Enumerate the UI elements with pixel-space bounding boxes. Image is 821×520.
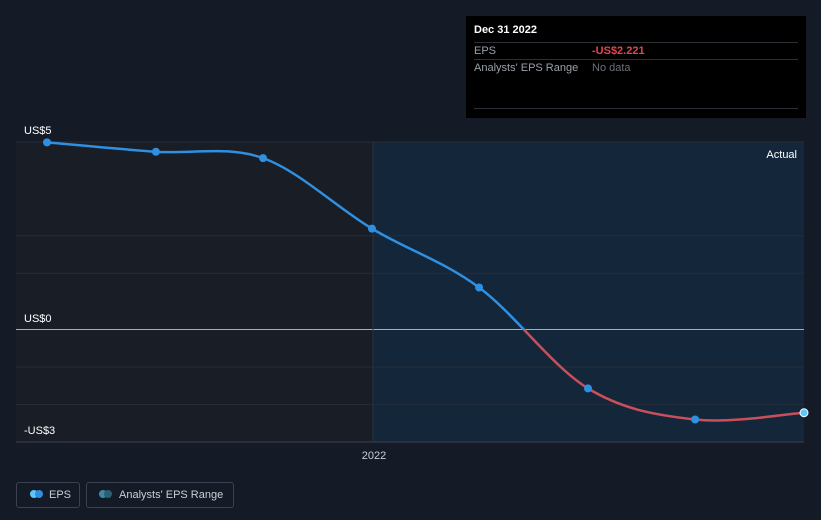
gridlines	[16, 141, 804, 443]
legend-eps[interactable]: EPS	[16, 482, 80, 508]
eps-legend-icon	[30, 490, 43, 498]
eps-line-negative	[522, 329, 805, 422]
actual-region	[373, 142, 804, 442]
range-legend-icon	[99, 490, 112, 498]
eps-data-point[interactable]	[43, 138, 51, 147]
tooltip: Dec 31 2022 EPS -US$2.221 Analysts' EPS …	[466, 16, 806, 118]
legend-range-label: Analysts' EPS Range	[119, 489, 224, 501]
eps-data-point[interactable]	[691, 415, 700, 424]
eps-data-point[interactable]	[583, 384, 592, 393]
eps-line-positive	[46, 141, 526, 330]
eps-data-point[interactable]	[151, 147, 160, 156]
eps-series	[43, 138, 809, 424]
tooltip-eps-value: -US$2.221	[592, 45, 645, 57]
eps-data-point[interactable]	[475, 283, 484, 292]
legend-eps-label: EPS	[49, 489, 72, 501]
tooltip-date: Dec 31 2022	[474, 24, 537, 36]
eps-data-point[interactable]	[259, 154, 268, 163]
y-tick-label: US$0	[24, 313, 52, 325]
tooltip-range-label: Analysts' EPS Range	[474, 62, 579, 74]
eps-data-point[interactable]	[799, 408, 809, 418]
tooltip-range-row: Analysts' EPS Range No data	[474, 59, 798, 77]
tooltip-divider	[474, 108, 798, 109]
tooltip-range-value: No data	[592, 62, 631, 74]
past-region	[16, 142, 373, 442]
y-tick-label: -US$3	[24, 425, 55, 437]
legend-analysts-range[interactable]: Analysts' EPS Range	[86, 482, 234, 508]
tooltip-eps-label: EPS	[474, 45, 497, 57]
x-tick-label: 2022	[362, 450, 386, 462]
actual-region-label: Actual	[766, 149, 797, 161]
y-tick-label: US$5	[24, 125, 52, 137]
eps-data-point[interactable]	[367, 224, 376, 233]
tooltip-eps-row: EPS -US$2.221	[474, 42, 798, 60]
